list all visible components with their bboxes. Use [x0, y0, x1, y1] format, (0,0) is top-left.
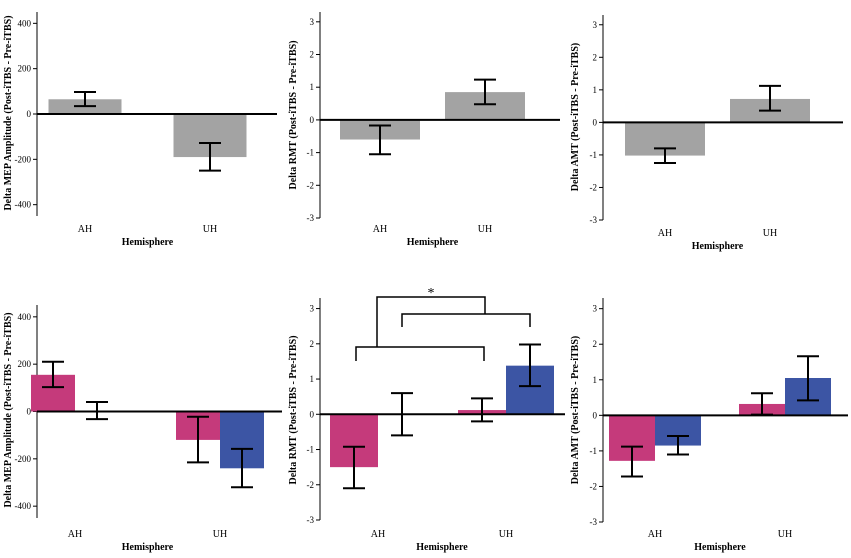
panel-1-y-axis-title: Delta MEP Amplitude (Post-iTBS - Pre-iTB… — [3, 15, 14, 210]
panel-2-y-tick-label: 3 — [310, 17, 315, 27]
panel-1-y-tick-label: -200 — [15, 154, 32, 164]
panel-3-x-tick-label: UH — [763, 228, 777, 239]
panel-5-y-tick-label: -3 — [307, 515, 315, 525]
panel-5-bracket-lower — [355, 346, 485, 361]
panel-5-y-tick-label: -2 — [307, 480, 315, 490]
panel-5-significance-star: * — [428, 286, 435, 301]
panel-3-x-axis-title: Hemisphere — [692, 241, 744, 252]
panel-1-y-tick-label: -400 — [15, 200, 32, 210]
panel-4-y-tick-label: 400 — [18, 312, 32, 322]
panel-2-x-tick-label: UH — [478, 224, 492, 235]
panel-1-x-tick-label: AH — [78, 224, 92, 235]
panel-5-y-tick-label: 1 — [310, 374, 315, 384]
panel-1-y-tick-label: 200 — [18, 64, 32, 74]
panel-5-y-tick-label: 2 — [310, 339, 315, 349]
panel-6-x-tick-label: UH — [778, 529, 792, 540]
panel-5-y-tick-label: -1 — [307, 445, 315, 455]
panel-5-y-tick-label: 3 — [310, 304, 315, 314]
panel-4-y-tick-label: 0 — [27, 407, 32, 417]
panel-1-x-tick-label: UH — [203, 224, 217, 235]
panel-2-x-axis-title: Hemisphere — [407, 237, 459, 248]
panel-1-y-tick-label: 0 — [27, 109, 32, 119]
panel-6-y-axis-title: Delta AMT (Post-iTBS - Pre-iTBS) — [570, 336, 581, 485]
panel-6-y-tick-label: 0 — [593, 410, 598, 420]
panel-5-bracket-upper — [401, 313, 531, 327]
panel-5-bracket-outer — [376, 296, 486, 347]
panel-3-y-tick-label: 1 — [593, 85, 598, 95]
panel-5-x-axis-title: Hemisphere — [416, 542, 468, 553]
panel-5-x-tick-label: UH — [499, 529, 513, 540]
panel-5-y-tick-label: 0 — [310, 409, 315, 419]
panel-2-y-tick-label: 1 — [310, 82, 315, 92]
panel-4-y-tick-label: -400 — [15, 501, 32, 511]
panel-1-x-axis-title: Hemisphere — [122, 237, 174, 248]
panel-6-x-axis-title: Hemisphere — [694, 542, 746, 553]
panel-6-y-tick-label: 2 — [593, 339, 598, 349]
panel-2-y-axis-title: Delta RMT (Post-iTBS - Pre-iTBS) — [288, 40, 299, 189]
panel-3-x-tick-label: AH — [658, 228, 672, 239]
panel-4-x-tick-label: UH — [213, 529, 227, 540]
panel-6-y-tick-label: 3 — [593, 304, 598, 314]
panel-4-x-tick-label: AH — [68, 529, 82, 540]
panel-3-y-tick-label: 3 — [593, 20, 598, 30]
panel-3-y-tick-label: 2 — [593, 52, 598, 62]
panel-2-y-tick-label: 0 — [310, 115, 315, 125]
panel-3-y-tick-label: -2 — [590, 182, 598, 192]
panel-6-y-tick-label: -1 — [590, 446, 598, 456]
panel-2-y-tick-label: 2 — [310, 50, 315, 60]
panel-4-x-axis-title: Hemisphere — [122, 542, 174, 553]
panel-4-y-axis-title: Delta MEP Amplitude (Post-iTBS - Pre-iTB… — [3, 312, 14, 507]
panel-3-y-tick-label: -3 — [590, 215, 598, 225]
panel-4-y-tick-label: 200 — [18, 359, 32, 369]
panel-6-x-tick-label: AH — [648, 529, 662, 540]
panel-5-y-axis-title: Delta RMT (Post-iTBS - Pre-iTBS) — [288, 335, 299, 484]
panel-4-y-tick-label: -200 — [15, 454, 32, 464]
panel-2-y-tick-label: -2 — [307, 180, 315, 190]
panel-3-y-axis-title: Delta AMT (Post-iTBS - Pre-iTBS) — [570, 43, 581, 192]
panel-6-y-tick-label: -2 — [590, 481, 598, 491]
panel-6-y-tick-label: 1 — [593, 375, 598, 385]
panel-5-x-tick-label: AH — [371, 529, 385, 540]
panel-2-x-tick-label: AH — [373, 224, 387, 235]
panel-3-y-tick-label: 0 — [593, 117, 598, 127]
panel-3-y-tick-label: -1 — [590, 150, 598, 160]
panel-2-y-tick-label: -1 — [307, 148, 315, 158]
panel-1-y-tick-label: 400 — [18, 18, 32, 28]
panel-2-y-tick-label: -3 — [307, 213, 315, 223]
panel-6-y-tick-label: -3 — [590, 517, 598, 527]
